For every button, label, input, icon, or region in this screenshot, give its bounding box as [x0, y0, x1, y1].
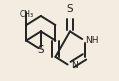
Text: N: N [71, 61, 78, 70]
Text: NH: NH [85, 36, 99, 45]
Text: CH₃: CH₃ [19, 10, 33, 20]
Text: S: S [67, 4, 73, 14]
Text: S: S [37, 45, 44, 55]
